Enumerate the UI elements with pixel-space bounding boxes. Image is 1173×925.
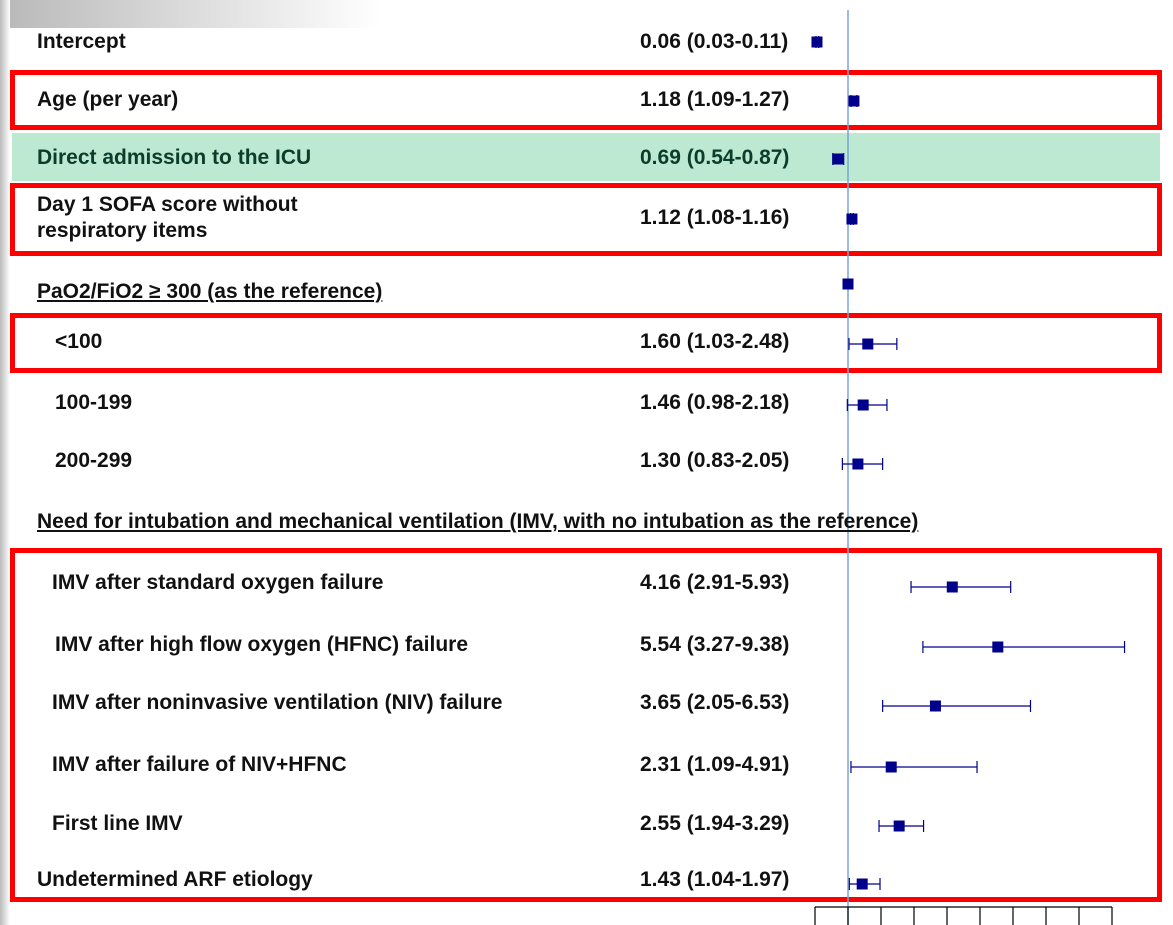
- error-bar: [910, 581, 1012, 593]
- point-estimate: [857, 399, 869, 411]
- row-label: Direct admission to the ICU: [37, 146, 312, 169]
- row-label: Undetermined ARF etiology: [37, 868, 313, 891]
- point-estimate: [846, 213, 858, 225]
- row-label: IMV after noninvasive ventilation (NIV) …: [52, 691, 503, 714]
- row-highlight: [12, 133, 1160, 181]
- point-estimate: [862, 338, 874, 350]
- row-label: Day 1 SOFA score without respiratory ite…: [37, 193, 298, 242]
- point-estimate: [992, 641, 1004, 653]
- highlight-box: [10, 183, 1162, 256]
- decoration: [0, 0, 380, 28]
- point-estimate: [852, 458, 864, 470]
- point-estimate: [832, 153, 844, 165]
- error-bar: [882, 700, 1032, 712]
- decoration: [0, 0, 10, 925]
- odds-ratio-label: 1.12 (1.08-1.16): [640, 206, 790, 229]
- error-bar: [850, 761, 978, 773]
- highlight-box: [10, 313, 1162, 373]
- point-estimate: [929, 700, 941, 712]
- error-bar: [922, 641, 1126, 653]
- row-label: IMV after standard oxygen failure: [52, 571, 384, 594]
- point-estimate: [885, 761, 897, 773]
- row-label: <100: [55, 330, 103, 353]
- row-label: IMV after high flow oxygen (HFNC) failur…: [55, 633, 469, 656]
- odds-ratio-label: 2.55 (1.94-3.29): [640, 812, 790, 835]
- odds-ratio-label: 5.54 (3.27-9.38): [640, 633, 790, 656]
- odds-ratio-label: 1.43 (1.04-1.97): [640, 868, 790, 891]
- odds-ratio-label: 0.06 (0.03-0.11): [640, 30, 789, 53]
- odds-ratio-label: 1.30 (0.83-2.05): [640, 449, 790, 472]
- point-estimate: [811, 36, 823, 48]
- odds-ratio-label: 1.18 (1.09-1.27): [640, 88, 790, 111]
- section-header: Need for intubation and mechanical venti…: [37, 510, 919, 533]
- row-label: IMV after failure of NIV+HFNC: [52, 753, 347, 776]
- odds-ratio-label: 4.16 (2.91-5.93): [640, 571, 790, 594]
- odds-ratio-label: 1.60 (1.03-2.48): [640, 330, 790, 353]
- section-header: PaO2/FiO2 ≥ 300 (as the reference): [37, 280, 383, 303]
- point-estimate: [893, 820, 905, 832]
- odds-ratio-label: 3.65 (2.05-6.53): [640, 691, 790, 714]
- point-estimate: [848, 95, 860, 107]
- odds-ratio-label: 0.69 (0.54-0.87): [640, 146, 790, 169]
- row-label: 100-199: [55, 391, 133, 414]
- odds-ratio-label: 2.31 (1.09-4.91): [640, 753, 790, 776]
- odds-ratio-label: 1.46 (0.98-2.18): [640, 391, 790, 414]
- point-estimate: [842, 278, 854, 290]
- highlight-box: [10, 70, 1162, 130]
- row-label: Age (per year): [37, 88, 179, 111]
- row-label: 200-299: [55, 449, 133, 472]
- highlight-box: [10, 548, 1162, 902]
- row-label: First line IMV: [52, 812, 183, 835]
- row-label: Intercept: [37, 30, 126, 53]
- point-estimate: [856, 878, 868, 890]
- point-estimate: [946, 581, 958, 593]
